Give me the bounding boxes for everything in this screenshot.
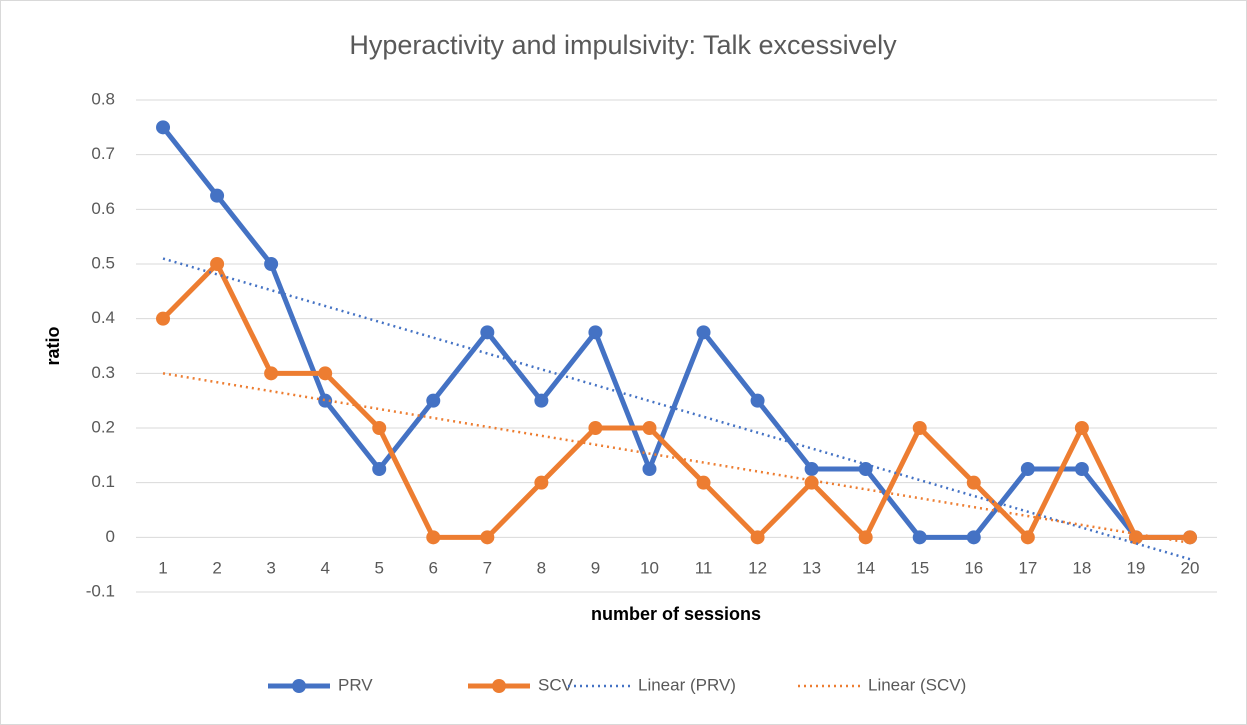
- data-point: [372, 421, 387, 435]
- x-tick-label: 4: [320, 558, 329, 577]
- data-point: [210, 257, 225, 271]
- data-point: [966, 475, 981, 490]
- y-tick-label: 0.2: [91, 417, 115, 436]
- x-tick-label: 13: [802, 558, 821, 577]
- y-tick-label: 0.6: [91, 199, 115, 218]
- data-point: [156, 120, 171, 135]
- x-tick-label: 9: [591, 558, 600, 577]
- y-tick-label: 0: [106, 527, 115, 546]
- data-point: [1020, 530, 1035, 545]
- data-point: [318, 366, 333, 381]
- data-point: [912, 421, 927, 435]
- x-tick-label: 7: [483, 558, 492, 577]
- y-tick-label: 0.5: [91, 253, 115, 272]
- x-tick-label: 18: [1072, 558, 1091, 577]
- y-tick-label: 0.4: [91, 308, 115, 327]
- data-point: [642, 462, 657, 476]
- data-point: [804, 475, 819, 490]
- data-point: [588, 325, 603, 340]
- x-tick-label: 17: [1018, 558, 1037, 577]
- data-point: [858, 530, 873, 545]
- x-tick-label: 16: [964, 558, 983, 577]
- data-point: [156, 311, 171, 326]
- y-tick-label: -0.1: [86, 581, 115, 600]
- x-tick-label: 10: [640, 558, 659, 577]
- data-point: [264, 366, 279, 381]
- legend-marker: [492, 679, 506, 693]
- data-point: [588, 421, 603, 435]
- x-axis-label: number of sessions: [591, 604, 761, 624]
- data-point: [966, 530, 981, 545]
- x-tick-label: 12: [748, 558, 767, 577]
- x-tick-label: 8: [537, 558, 546, 577]
- data-point: [696, 475, 711, 490]
- legend-label: Linear (SCV): [868, 675, 966, 694]
- data-point: [696, 325, 711, 340]
- data-point: [750, 393, 765, 408]
- legend-marker: [292, 679, 306, 693]
- legend-label: PRV: [338, 675, 373, 694]
- data-point: [210, 188, 225, 203]
- x-tick-label: 15: [910, 558, 929, 577]
- data-point: [318, 393, 333, 408]
- y-tick-label: 0.3: [91, 363, 115, 382]
- x-tick-label: 6: [429, 558, 438, 577]
- x-tick-label: 3: [266, 558, 275, 577]
- data-point: [750, 530, 765, 545]
- data-point: [858, 462, 873, 476]
- trend-line: [162, 257, 1191, 561]
- x-tick-label: 2: [212, 558, 221, 577]
- x-tick-label: 1: [158, 558, 167, 577]
- series-line: [161, 261, 1190, 540]
- x-tick-label: 11: [695, 558, 713, 577]
- data-point: [804, 462, 819, 476]
- y-axis-label: ratio: [43, 326, 63, 365]
- x-tick-label: 5: [374, 558, 383, 577]
- data-point: [426, 393, 441, 408]
- x-tick-label: 19: [1126, 558, 1145, 577]
- series-line: [161, 125, 1190, 540]
- y-tick-label: 0.7: [91, 144, 115, 163]
- data-point: [1182, 530, 1197, 545]
- data-point: [1074, 421, 1089, 435]
- data-point: [1020, 462, 1035, 476]
- x-tick-label: 20: [1181, 558, 1200, 577]
- data-point: [372, 462, 387, 476]
- data-point: [534, 393, 549, 408]
- data-point: [534, 475, 549, 490]
- legend-label: Linear (PRV): [638, 675, 736, 694]
- y-tick-label: 0.8: [91, 89, 115, 108]
- data-point: [264, 257, 279, 271]
- data-point: [480, 325, 495, 340]
- data-point: [1074, 462, 1089, 476]
- data-point: [642, 421, 657, 435]
- data-point: [1128, 530, 1143, 545]
- y-tick-label: 0.1: [91, 472, 115, 491]
- data-point: [480, 530, 495, 545]
- chart-title: Hyperactivity and impulsivity: Talk exce…: [349, 30, 897, 60]
- legend-label: SCV: [538, 675, 574, 694]
- x-tick-label: 14: [856, 558, 875, 577]
- data-point: [912, 530, 927, 545]
- data-point: [426, 530, 441, 545]
